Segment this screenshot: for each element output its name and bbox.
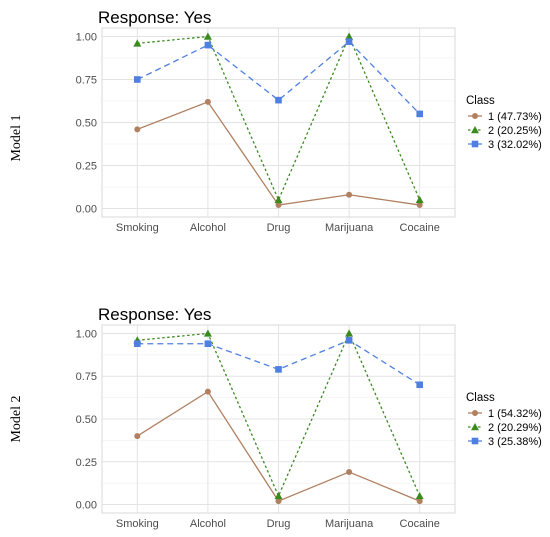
series-3-point	[134, 340, 141, 348]
model-row-label: Model 2	[9, 395, 24, 442]
y-tick-label: 0.00	[76, 203, 97, 215]
series-3-point	[345, 38, 353, 45]
legend-entry: 3 (25.38%)	[488, 436, 542, 448]
y-tick-label: 0.50	[76, 414, 97, 426]
series-line-2	[137, 34, 421, 202]
model-row-label: Model 1	[9, 114, 24, 161]
series-1-point	[134, 126, 141, 133]
series-3-point	[416, 110, 423, 118]
panel-border	[101, 27, 456, 218]
series-2-point	[415, 491, 424, 500]
y-tick-label: 0.50	[76, 118, 97, 130]
series-1-point	[346, 469, 353, 476]
legend-title: Class	[466, 392, 495, 404]
legend-entry: 3 (32.02%)	[488, 139, 542, 151]
chart-panel-1: 0.00 0.25 0.50 0.75 1.00 Smoking Alcohol Drug Ma…	[9, 8, 542, 234]
series-2-point	[345, 329, 354, 337]
y-tick-label: 0.25	[76, 160, 97, 172]
series-1-point	[346, 191, 353, 198]
legend: Class 1 (54.32%) 2 (20.29%) 3 (25.38%)	[466, 392, 542, 448]
chart-panel-2: 0.00 0.25 0.50 0.75 1.00 Smoking Alcohol Drug Ma…	[9, 305, 542, 530]
legend-key-marker	[471, 423, 479, 431]
series-1-point	[416, 202, 423, 209]
x-tick-label: Cocaine	[400, 222, 440, 234]
x-tick-label: Alcohol	[190, 222, 226, 234]
series-2-point	[274, 491, 283, 500]
series-3-point	[204, 340, 212, 348]
series-1-point	[416, 498, 423, 505]
series-2-point	[203, 32, 212, 40]
series-2-point	[203, 329, 212, 337]
x-tick-label: Marijuana	[325, 518, 374, 530]
series-2-point	[133, 39, 142, 47]
legend-key-marker	[471, 437, 479, 445]
chart-title: Response: Yes	[98, 8, 211, 27]
x-tick-label: Cocaine	[400, 518, 440, 530]
chart-title: Response: Yes	[98, 305, 211, 324]
series-2-point	[415, 195, 424, 204]
series-3-point	[134, 76, 141, 83]
series-1-point	[275, 498, 282, 505]
series-3-point	[345, 337, 353, 344]
y-tick-label: 0.75	[76, 75, 97, 87]
x-tick-label: Alcohol	[190, 518, 226, 530]
y-tick-label: 0.00	[76, 500, 97, 512]
legend-entry: 2 (20.25%)	[488, 125, 542, 137]
x-tick-label: Marijuana	[325, 222, 374, 234]
legend-entry: 1 (54.32%)	[488, 408, 542, 420]
series-1-point	[204, 388, 211, 395]
legend-key-marker	[471, 140, 479, 148]
series-1-point	[204, 98, 211, 105]
legend-key-marker	[472, 410, 478, 416]
legend-entry: 2 (20.29%)	[488, 422, 542, 434]
x-tick-label: Smoking	[116, 222, 159, 234]
legend-entry: 1 (47.73%)	[488, 111, 542, 123]
series-1-point	[134, 433, 141, 440]
panel-border	[101, 324, 456, 514]
y-tick-label: 0.75	[76, 371, 97, 383]
x-tick-label: Drug	[267, 518, 291, 530]
series-2-point	[345, 32, 354, 40]
series-3-point	[204, 41, 212, 49]
series-line-2	[137, 331, 421, 498]
series-1-point	[275, 202, 282, 209]
legend-key-marker	[472, 113, 478, 119]
series-3-point	[416, 381, 423, 389]
series-line-3	[137, 40, 421, 115]
x-tick-label: Drug	[267, 222, 291, 234]
series-2-point	[274, 195, 283, 204]
x-tick-label: Smoking	[116, 518, 159, 530]
legend-title: Class	[466, 95, 495, 107]
series-3-point	[275, 366, 282, 373]
y-tick-label: 1.00	[76, 328, 97, 340]
y-tick-label: 0.25	[76, 457, 97, 469]
legend: Class 1 (47.73%) 2 (20.25%) 3 (32.02%)	[466, 95, 542, 151]
y-tick-label: 1.00	[76, 32, 97, 44]
legend-key-marker	[471, 126, 479, 134]
series-3-point	[275, 96, 282, 104]
